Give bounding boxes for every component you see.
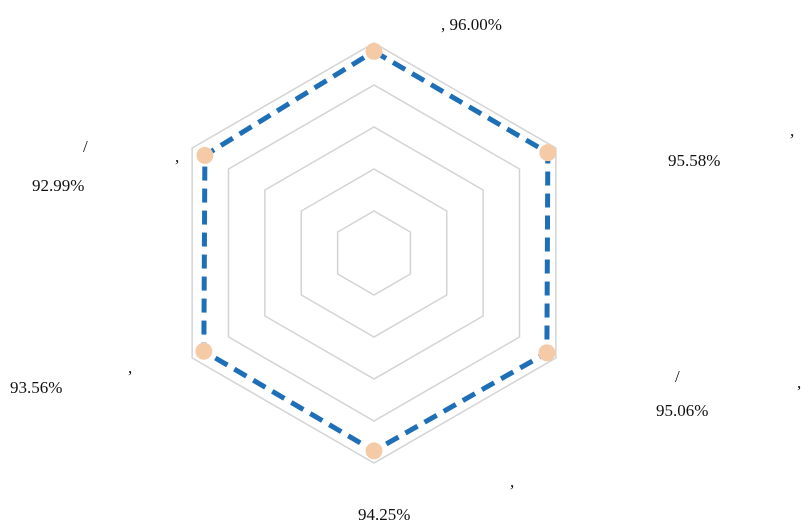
radar-markers	[195, 42, 557, 460]
label-fragment: /	[675, 367, 680, 386]
axis-label-bottom: 94.25%	[358, 505, 410, 523]
label-fragment: /	[83, 137, 88, 156]
data-point	[196, 146, 214, 164]
grid-ring	[264, 126, 484, 380]
label-fragment: ,	[510, 472, 514, 491]
axis-label-lower-left: 93.56%	[10, 378, 62, 397]
label-fragment: ,	[128, 358, 132, 377]
data-point	[365, 42, 383, 60]
axis-label-upper-left: 92.99%	[32, 176, 84, 195]
data-point	[195, 342, 213, 360]
grid-ring	[191, 42, 557, 464]
label-fragment: ,	[790, 121, 794, 140]
grid-ring	[336, 210, 412, 296]
label-fragment: ,	[175, 147, 179, 166]
label-fragment: ,	[797, 373, 801, 392]
axis-label-upper-right: 95.58%	[668, 151, 720, 170]
data-point	[365, 442, 383, 460]
grid-ring	[227, 84, 521, 422]
data-point	[539, 144, 557, 162]
axis-label-lower-right: 95.06%	[656, 401, 708, 420]
data-point	[538, 344, 556, 362]
axis-label-top: , 96.00%	[441, 15, 502, 34]
grid-ring	[300, 168, 448, 338]
radar-grid	[191, 42, 557, 464]
